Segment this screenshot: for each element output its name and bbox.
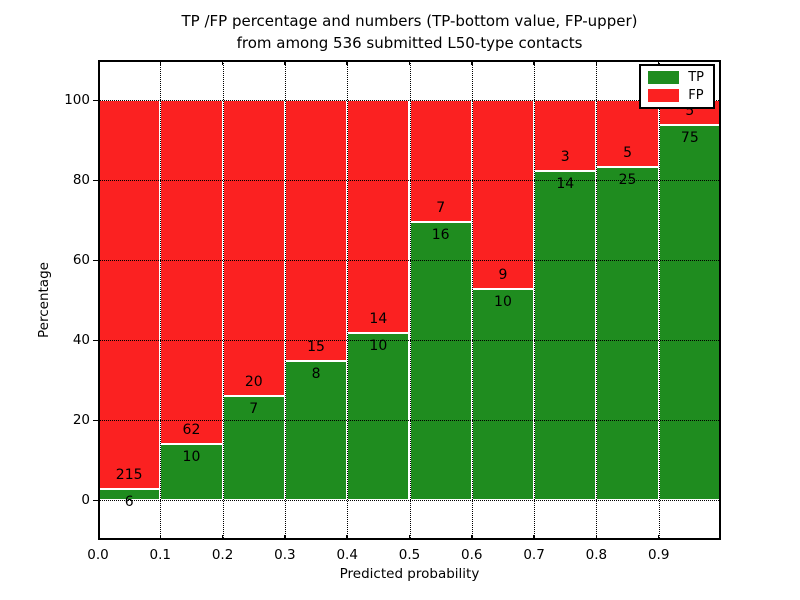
x-tick-mark-top bbox=[284, 60, 286, 65]
x-tick-label: 0.2 bbox=[211, 547, 234, 563]
tp-legend-label: TP bbox=[688, 70, 704, 85]
tp-count-label: 8 bbox=[311, 365, 321, 382]
tp-count-label: 75 bbox=[680, 130, 699, 146]
tp-bar-segment bbox=[596, 166, 659, 500]
y-tick-label: 100 bbox=[64, 92, 90, 108]
x-tick-mark-top bbox=[657, 60, 660, 65]
tp-count-label: 10 bbox=[494, 294, 512, 311]
fp-bar-segment bbox=[284, 100, 348, 361]
x-tick-mark-bottom bbox=[221, 535, 224, 540]
x-gridline bbox=[534, 60, 536, 540]
x-tick-mark-bottom bbox=[284, 535, 286, 540]
x-tick-mark-bottom bbox=[657, 535, 660, 540]
fp-count-label: 3 bbox=[560, 148, 570, 165]
fp-bar-segment bbox=[222, 100, 285, 397]
y-tick-label: 0 bbox=[81, 492, 90, 508]
x-gridline bbox=[471, 60, 473, 540]
x-tick-label: 0.4 bbox=[336, 547, 358, 563]
x-tick-mark-bottom bbox=[595, 535, 598, 540]
tp-bar-segment bbox=[284, 360, 348, 500]
tp-bar-segment bbox=[658, 125, 721, 500]
x-tick-mark-top bbox=[595, 60, 598, 65]
chart-title-line2: from among 536 submitted L50-type contac… bbox=[236, 34, 583, 52]
fp-legend-label: FP bbox=[688, 88, 704, 103]
fp-count-label: 5 bbox=[685, 103, 695, 119]
y-tick-label: 60 bbox=[72, 252, 90, 268]
chart-title: TP /FP percentage and numbers (TP-bottom… bbox=[98, 10, 721, 54]
tp-legend-swatch bbox=[648, 71, 680, 84]
x-tick-label: 0.5 bbox=[398, 547, 421, 563]
x-gridline bbox=[347, 60, 349, 540]
fp-count-label: 15 bbox=[307, 338, 325, 355]
fp-bar-segment bbox=[160, 100, 223, 445]
tp-bar-segment bbox=[534, 170, 597, 500]
x-tick-label: 0.6 bbox=[461, 547, 483, 563]
fp-count-label: 62 bbox=[182, 422, 201, 439]
x-tick-mark-top bbox=[408, 60, 411, 65]
x-tick-mark-top bbox=[221, 60, 224, 65]
tp-bar-segment bbox=[347, 333, 410, 500]
fp-count-label: 20 bbox=[244, 374, 263, 391]
tp-bar-segment bbox=[409, 221, 472, 500]
y-tick-mark bbox=[93, 179, 98, 181]
x-tick-mark-bottom bbox=[408, 535, 411, 540]
y-tick-mark bbox=[93, 499, 98, 501]
y-tick-label: 80 bbox=[72, 172, 90, 188]
x-tick-label: 0.8 bbox=[585, 547, 608, 563]
tp-count-label: 10 bbox=[182, 449, 201, 466]
x-tick-label: 0.7 bbox=[523, 547, 545, 563]
fp-count-label: 215 bbox=[115, 467, 143, 484]
x-gridline bbox=[409, 60, 411, 540]
fp-bar-segment bbox=[98, 100, 161, 490]
fp-count-label: 5 bbox=[623, 144, 632, 161]
fp-count-label: 9 bbox=[498, 267, 508, 284]
fp-legend-swatch bbox=[648, 89, 680, 102]
x-tick-mark-bottom bbox=[346, 535, 348, 540]
fp-bar-segment bbox=[347, 100, 410, 334]
y-tick-label: 20 bbox=[72, 412, 90, 428]
x-gridline bbox=[284, 60, 286, 540]
tp-bar-segment bbox=[160, 444, 223, 500]
tp-bar-segment bbox=[471, 289, 535, 500]
y-tick-mark bbox=[93, 99, 98, 101]
x-axis-label: Predicted probability bbox=[339, 566, 480, 582]
tp-bar-segment bbox=[222, 396, 285, 500]
x-tick-mark-top bbox=[533, 60, 535, 65]
fp-bar-segment bbox=[471, 100, 535, 290]
fp-count-label: 7 bbox=[436, 199, 446, 216]
y-tick-mark bbox=[93, 339, 98, 341]
x-gridline bbox=[222, 60, 224, 540]
x-tick-mark-top bbox=[471, 60, 473, 65]
legend-item-fp: FP bbox=[648, 89, 704, 102]
tp-count-label: 25 bbox=[618, 171, 637, 188]
x-gridline bbox=[596, 60, 598, 540]
tp-count-label: 10 bbox=[369, 338, 388, 355]
x-gridline bbox=[658, 60, 660, 540]
x-tick-label: 0.3 bbox=[274, 547, 296, 563]
legend: TP FP bbox=[639, 64, 715, 109]
y-tick-mark bbox=[93, 259, 98, 261]
chart-title-line1: TP /FP percentage and numbers (TP-bottom… bbox=[181, 12, 638, 30]
y-tick-mark bbox=[93, 419, 98, 421]
x-tick-label: 0.9 bbox=[647, 547, 670, 563]
plot-area: TP FP 215 6 62 10 20 7 15 8 14 10 7 16 9 10 3 14 5 25 5 75 bbox=[98, 60, 721, 540]
x-tick-mark-top bbox=[346, 60, 348, 65]
x-gridline bbox=[160, 60, 162, 540]
x-tick-mark-bottom bbox=[159, 535, 162, 540]
tp-count-label: 7 bbox=[249, 401, 259, 418]
fp-count-label: 14 bbox=[369, 311, 388, 328]
tp-count-label: 14 bbox=[556, 175, 575, 192]
x-tick-label: 0.0 bbox=[87, 547, 109, 563]
x-tick-mark-bottom bbox=[471, 535, 473, 540]
legend-item-tp: TP bbox=[648, 71, 704, 84]
x-tick-mark-top bbox=[159, 60, 162, 65]
y-tick-label: 40 bbox=[72, 332, 90, 348]
x-tick-label: 0.1 bbox=[149, 547, 172, 563]
tp-count-label: 6 bbox=[124, 494, 134, 511]
x-tick-mark-bottom bbox=[533, 535, 535, 540]
tp-count-label: 16 bbox=[431, 226, 450, 243]
